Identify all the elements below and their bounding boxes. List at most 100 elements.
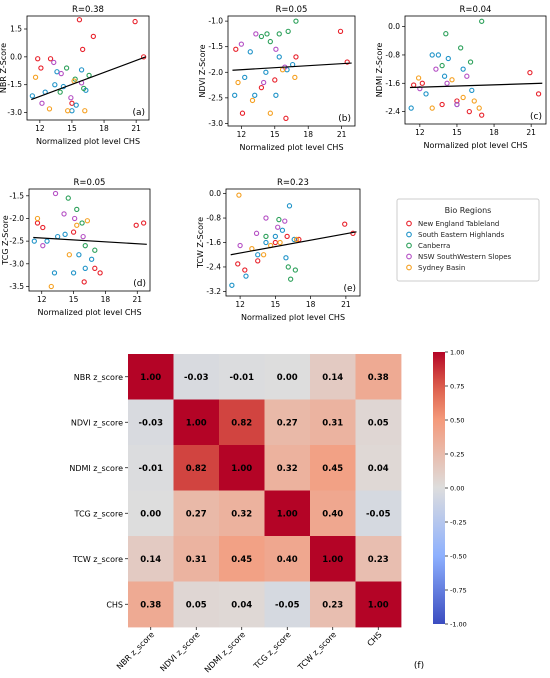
data-point — [233, 46, 239, 52]
heatmap-value: 0.14 — [140, 555, 161, 565]
heatmap-cell — [173, 445, 220, 491]
data-point — [54, 69, 60, 75]
series-nsw-southwestern-slopes — [39, 59, 85, 106]
heatmap-value: 0.45 — [322, 464, 343, 474]
data-point — [344, 59, 350, 65]
data-point — [444, 80, 450, 86]
row-label: NDVI z_score — [71, 418, 123, 427]
y-tick-label: 0.0 — [388, 22, 400, 31]
colorbar-tick-label: -0.75 — [450, 587, 467, 595]
data-point — [276, 216, 282, 223]
plot-frame — [28, 188, 151, 292]
legend-entry: New England Tableland — [406, 220, 499, 228]
heatmap-cell — [264, 399, 311, 446]
heatmap-value: 0.05 — [368, 418, 389, 428]
series-south-eastern-highlands — [229, 203, 297, 288]
heatmap-value: -0.01 — [230, 373, 255, 383]
data-point — [439, 62, 445, 69]
data-point — [258, 33, 265, 40]
row-label: NBR z_score — [74, 373, 123, 382]
data-point — [82, 265, 88, 271]
heatmap-value: 0.32 — [277, 464, 298, 474]
heatmap-value: 0.23 — [368, 555, 389, 565]
data-point — [70, 229, 77, 235]
legend-label: New England Tableland — [418, 220, 499, 228]
plot-frame — [404, 15, 547, 125]
legend-marker — [406, 264, 412, 271]
heatmap-cell — [173, 581, 220, 628]
data-point — [78, 67, 85, 73]
data-point — [81, 85, 87, 92]
x-axis-label: Normalized plot level CHS — [239, 143, 343, 152]
y-axis-label: TCG Z-Score — [1, 215, 10, 265]
heatmap-value: -0.05 — [366, 509, 391, 519]
scatter-panel-5: R=0.23 12 15 18 21 0.0 -0.8 -1.6 -2.4 -3.2 Normali… — [196, 178, 361, 322]
y-tick-label: -1.0 — [208, 17, 223, 26]
data-point — [285, 264, 291, 270]
x-axis-label: Normalized plot level CHS — [241, 313, 345, 322]
data-point — [272, 233, 279, 240]
data-point — [74, 222, 80, 228]
data-point — [287, 276, 294, 282]
data-point — [277, 239, 283, 246]
scatter-panel-3: R=0.04 12 15 18 21 0.0 -0.8 -1.6 -2.4 Normalized … — [375, 5, 547, 150]
series-nsw-southwestern-slopes — [417, 66, 470, 108]
x-tick-label: 18 — [489, 128, 499, 137]
data-point — [229, 282, 235, 288]
heatmap-value: 0.27 — [277, 418, 298, 428]
data-point — [293, 18, 299, 24]
data-point — [471, 98, 477, 104]
x-tick-label: 21 — [131, 124, 141, 133]
data-point — [88, 256, 95, 262]
data-point — [247, 49, 253, 55]
legend-marker — [406, 220, 412, 227]
plot-frame — [26, 15, 150, 121]
data-point — [249, 97, 256, 104]
heatmap-value: -0.03 — [184, 373, 209, 383]
heatmap-cell — [219, 445, 265, 491]
heatmap: 1.00 -0.03 -0.01 0.00 0.14 0.38 -0.03 1.00 0.82 0… — [69, 354, 424, 674]
heatmap-value: 0.05 — [186, 600, 207, 610]
data-point — [73, 102, 79, 108]
trend-line — [230, 231, 357, 256]
legend-entry: Canberra — [406, 242, 450, 250]
colorbar-tick-label: -0.50 — [450, 553, 467, 561]
column-label: NDVI z_score — [158, 630, 201, 673]
data-point — [433, 66, 439, 72]
legend-label: Sydney Basin — [418, 264, 465, 272]
y-tick-label: -0.8 — [385, 50, 400, 59]
data-point — [449, 77, 455, 83]
data-point — [84, 218, 91, 224]
heatmap-value: 0.32 — [231, 509, 252, 519]
heatmap-cell — [264, 354, 311, 400]
data-point — [239, 110, 246, 116]
heatmap-value: 1.00 — [368, 600, 389, 610]
y-tick-label: -3.0 — [9, 259, 24, 268]
x-tick-label: 15 — [69, 295, 79, 304]
panel-letter: (c) — [530, 112, 542, 122]
data-point — [65, 195, 71, 201]
data-point — [236, 192, 242, 198]
heatmap-cell — [310, 354, 356, 400]
heatmap-value: 0.38 — [140, 600, 161, 610]
panel-letter: (f) — [414, 661, 424, 671]
y-axis-label: TCW Z-Score — [196, 217, 205, 269]
y-tick-label: -3.2 — [206, 287, 221, 296]
heatmap-value: 0.00 — [140, 509, 161, 519]
legend-title: Bio Regions — [445, 206, 492, 215]
heatmap-value: 1.00 — [186, 418, 207, 428]
data-point — [61, 211, 67, 217]
scatter-panel-1: R=0.38 12 15 18 21 1.5 0.0 -1.5 -3.0 Normalized p… — [0, 5, 150, 146]
heatmap-value: 0.23 — [322, 600, 343, 610]
legend-marker — [406, 242, 412, 249]
data-point — [293, 54, 299, 60]
colorbar-tick-label: 0.00 — [450, 485, 464, 493]
column-label: NDMI z_score — [203, 630, 247, 674]
data-point — [44, 238, 50, 244]
data-point — [342, 221, 348, 227]
data-point — [439, 101, 445, 108]
x-tick-label: 12 — [35, 124, 45, 133]
colorbar-tick-label: 0.50 — [450, 417, 464, 425]
data-point — [31, 238, 37, 244]
y-tick-label: -2.5 — [9, 237, 24, 246]
